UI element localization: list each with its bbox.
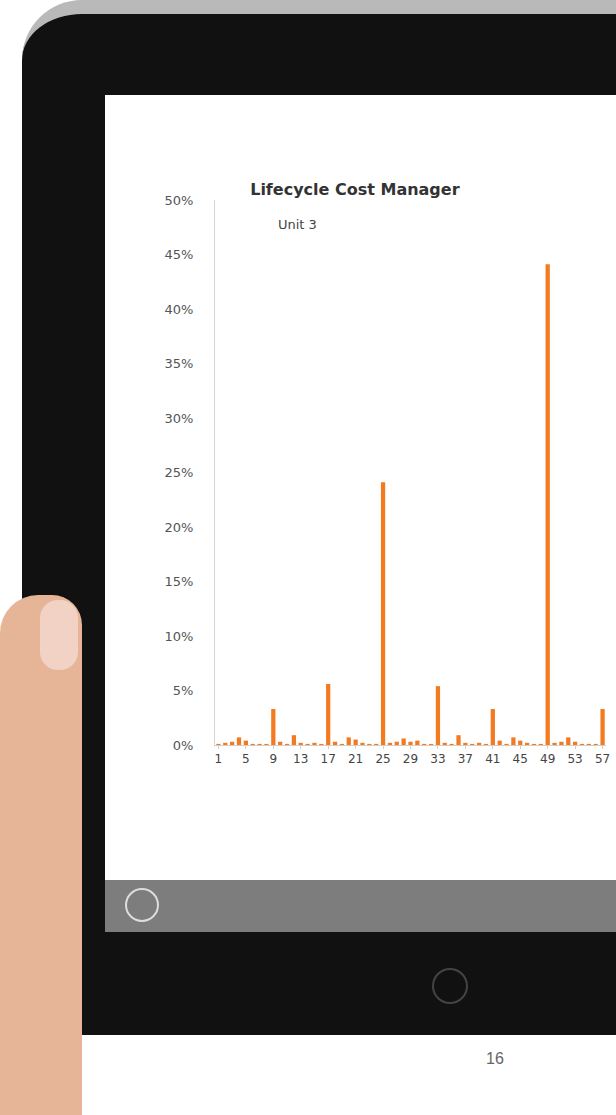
svg-text:Unit 3: Unit 3 — [278, 217, 317, 232]
svg-text:9: 9 — [269, 752, 277, 766]
svg-text:45%: 45% — [164, 247, 193, 262]
svg-text:15%: 15% — [164, 574, 193, 589]
svg-text:33: 33 — [430, 752, 445, 766]
svg-text:20%: 20% — [164, 520, 193, 535]
svg-text:50%: 50% — [164, 193, 193, 208]
svg-text:5: 5 — [242, 752, 250, 766]
svg-text:Lifecycle Cost Manager: Lifecycle Cost Manager — [250, 180, 459, 199]
svg-text:30%: 30% — [164, 411, 193, 426]
svg-text:5%: 5% — [173, 683, 194, 698]
html-text:16: 16 — [486, 1050, 504, 1067]
svg-text:53: 53 — [567, 752, 582, 766]
svg-text:21: 21 — [348, 752, 363, 766]
svg-text:17: 17 — [321, 752, 336, 766]
svg-text:45: 45 — [513, 752, 528, 766]
svg-text:49: 49 — [540, 752, 555, 766]
svg-text:35%: 35% — [164, 356, 193, 371]
svg-text:41: 41 — [485, 752, 500, 766]
svg-text:37: 37 — [458, 752, 473, 766]
svg-text:10%: 10% — [164, 629, 193, 644]
svg-text:40%: 40% — [164, 302, 193, 317]
svg-text:0%: 0% — [173, 738, 194, 753]
svg-text:13: 13 — [293, 752, 308, 766]
svg-text:25%: 25% — [164, 465, 193, 480]
svg-text:25: 25 — [375, 752, 390, 766]
svg-text:1: 1 — [215, 752, 223, 766]
svg-text:29: 29 — [403, 752, 418, 766]
svg-text:57: 57 — [595, 752, 610, 766]
